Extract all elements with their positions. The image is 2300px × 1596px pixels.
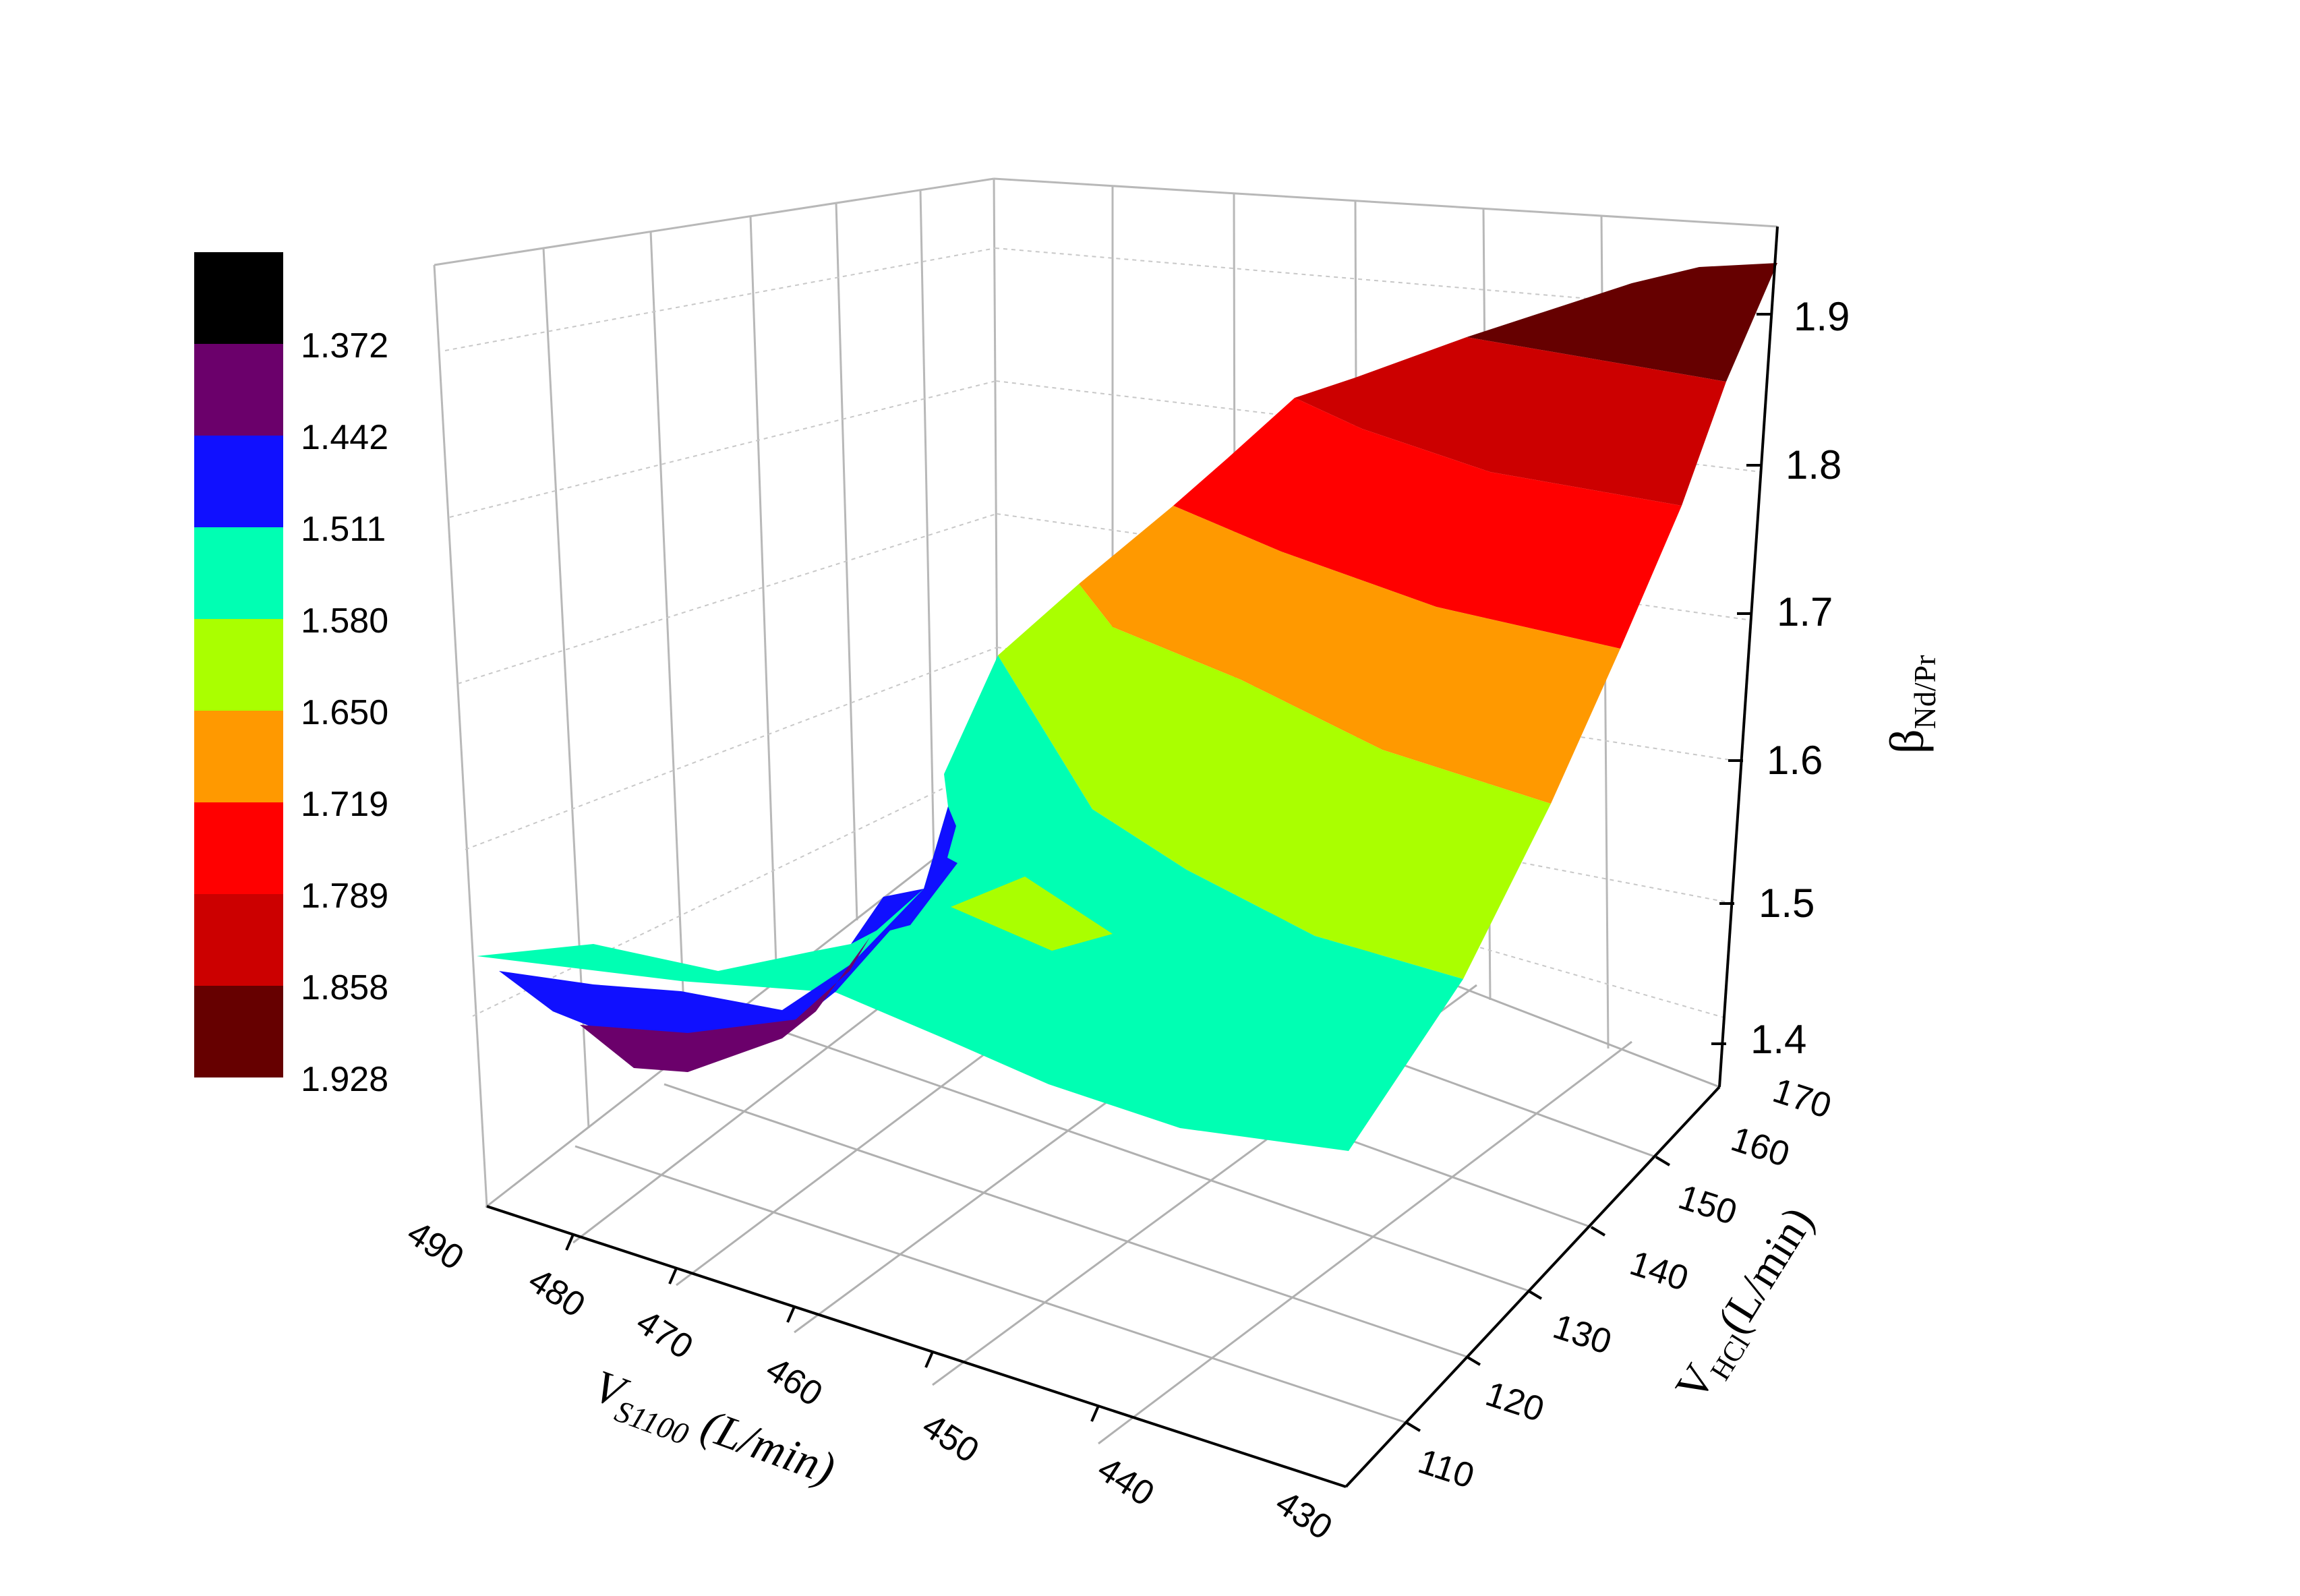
surface-band-1.928 [1467, 263, 1777, 382]
y-tick-label: 110 [1413, 1442, 1479, 1496]
axis-frame [486, 226, 1779, 1488]
x-axis-title-sub: S1100 [610, 1394, 692, 1452]
y-tick-label: 170 [1768, 1071, 1835, 1126]
z-tick-labels: 1.9 1.8 1.7 1.6 1.5 1.4 [1750, 294, 1850, 1062]
colorbar-label: 1.372 [301, 326, 388, 365]
x-axis-ticks [565, 1234, 1100, 1422]
z-axis-title: βNd/Pr [1880, 655, 1942, 754]
surface-band-1.442 [580, 937, 870, 1072]
z-axis-title-sub: Nd/Pr [1908, 655, 1942, 729]
z-axis-ticks [1711, 313, 1771, 1045]
surface-band-1.580-island [951, 877, 1113, 951]
surface-band-1.789 [1173, 398, 1682, 649]
y-tick-label: 160 [1726, 1119, 1794, 1175]
colorbar-swatch [194, 619, 283, 711]
z-tick-label: 1.4 [1750, 1017, 1806, 1062]
x-tick-label: 450 [915, 1406, 985, 1471]
colorbar: 1.372 1.442 1.511 1.580 1.650 1.719 1.789 1.858… [194, 252, 388, 1099]
surface-band-1.650 [998, 584, 1551, 979]
y-tick-label: 150 [1674, 1177, 1741, 1233]
z-axis-title-main: β [1880, 729, 1934, 754]
x-tick-label: 470 [629, 1302, 699, 1367]
x-tick-labels: 490 480 470 460 450 440 430 [400, 1213, 1338, 1547]
colorbar-label: 1.580 [301, 601, 388, 641]
x-tick-label: 430 [1268, 1483, 1338, 1547]
y-axis-ticks [1405, 1156, 1671, 1432]
surface-band-1.511-near [851, 889, 924, 944]
colorbar-label: 1.719 [301, 785, 388, 824]
colorbar-swatch [194, 436, 283, 527]
colorbar-swatch [194, 344, 283, 436]
surface [477, 263, 1777, 1151]
colorbar-swatch [194, 802, 283, 894]
colorbar-label: 1.650 [301, 693, 388, 732]
surface-band-1.858 [1295, 337, 1726, 506]
colorbar-swatch [194, 894, 283, 986]
colorbar-swatch [194, 986, 283, 1077]
back-left-wall-hgrid [444, 247, 999, 1017]
x-axis-title-unit: (L/min) [684, 1395, 842, 1494]
z-tick-label: 1.6 [1767, 738, 1823, 783]
y-tick-label: 130 [1548, 1307, 1616, 1362]
surface-band-1.719 [1079, 506, 1620, 804]
z-tick-label: 1.5 [1759, 881, 1815, 926]
colorbar-label: 1.511 [301, 510, 386, 549]
y-tick-label: 140 [1625, 1243, 1692, 1299]
colorbar-label: 1.442 [301, 418, 388, 457]
x-tick-label: 460 [759, 1349, 829, 1414]
z-tick-label: 1.9 [1794, 294, 1850, 339]
colorbar-swatch [194, 527, 283, 619]
colorbar-swatch [194, 711, 283, 802]
colorbar-label: 1.858 [301, 968, 388, 1007]
colorbar-swatch [194, 252, 283, 344]
svg-text:βNd/Pr: βNd/Pr [1880, 655, 1942, 754]
svg-text:VHCl(L/min): VHCl(L/min) [1666, 1198, 1829, 1413]
y-tick-label: 120 [1481, 1374, 1548, 1429]
x-tick-label: 490 [400, 1213, 470, 1278]
z-tick-label: 1.8 [1786, 442, 1841, 487]
x-tick-label: 440 [1090, 1449, 1160, 1514]
colorbar-label: 1.789 [301, 877, 388, 916]
z-tick-label: 1.7 [1777, 589, 1833, 634]
colorbar-label: 1.928 [301, 1060, 388, 1099]
surface-band-1.511 [499, 806, 957, 1038]
y-axis-title: VHCl(L/min) [1666, 1198, 1829, 1413]
x-tick-label: 480 [521, 1260, 591, 1325]
